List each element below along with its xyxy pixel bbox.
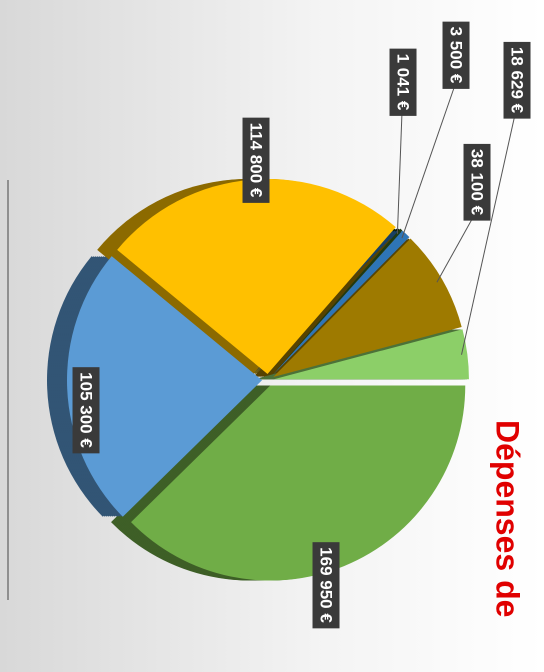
pie: 169 950 € 105 300 € 114 800 € 1 041 € 3 500 … bbox=[47, 21, 531, 629]
slice bbox=[131, 385, 466, 581]
leader-line bbox=[396, 111, 403, 234]
label-box bbox=[312, 542, 340, 629]
label-box bbox=[72, 367, 100, 454]
leader-line bbox=[461, 109, 517, 355]
chart-title: Dépenses de bbox=[490, 420, 526, 617]
label-text: 18 629 € bbox=[508, 47, 527, 114]
slice bbox=[117, 179, 396, 375]
label-box bbox=[503, 41, 531, 119]
data-label: 169 950 € bbox=[312, 542, 340, 629]
label-text: 1 041 € bbox=[394, 54, 413, 111]
slice bbox=[272, 230, 410, 376]
data-label: 114 800 € bbox=[242, 117, 270, 203]
data-label: 105 300 € bbox=[72, 367, 100, 454]
data-label: 18 629 € bbox=[503, 41, 531, 119]
label-text: 105 300 € bbox=[77, 372, 96, 448]
label-text: 114 800 € bbox=[247, 123, 266, 198]
label-box bbox=[463, 143, 491, 221]
label-box bbox=[242, 117, 270, 203]
slice bbox=[271, 228, 403, 376]
slice bbox=[273, 238, 462, 377]
data-label: 3 500 € bbox=[442, 21, 470, 89]
label-text: 38 100 € bbox=[468, 149, 487, 216]
slice bbox=[67, 256, 263, 517]
label-text: 3 500 € bbox=[447, 27, 466, 84]
leader-line bbox=[436, 211, 477, 283]
label-box bbox=[442, 21, 470, 89]
label-box bbox=[389, 48, 417, 116]
data-label: 38 100 € bbox=[463, 143, 491, 221]
label-text: 169 950 € bbox=[317, 547, 336, 623]
slice bbox=[273, 329, 469, 380]
data-label: 1 041 € bbox=[389, 48, 417, 116]
leader-line bbox=[401, 84, 456, 239]
